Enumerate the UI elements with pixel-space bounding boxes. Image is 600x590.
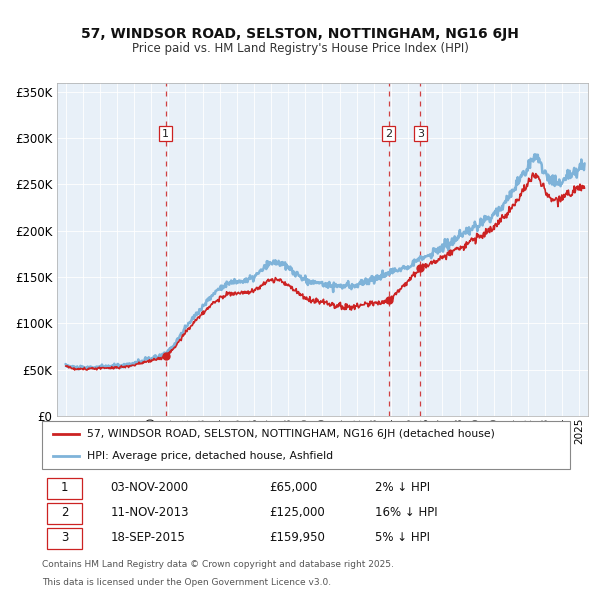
Text: 18-SEP-2015: 18-SEP-2015 xyxy=(110,531,185,544)
Text: 2: 2 xyxy=(385,129,392,139)
Text: £65,000: £65,000 xyxy=(269,481,317,494)
Text: 03-NOV-2000: 03-NOV-2000 xyxy=(110,481,189,494)
Text: Price paid vs. HM Land Registry's House Price Index (HPI): Price paid vs. HM Land Registry's House … xyxy=(131,42,469,55)
Text: HPI: Average price, detached house, Ashfield: HPI: Average price, detached house, Ashf… xyxy=(87,451,333,461)
FancyBboxPatch shape xyxy=(42,421,570,469)
Text: This data is licensed under the Open Government Licence v3.0.: This data is licensed under the Open Gov… xyxy=(42,578,331,586)
Text: £159,950: £159,950 xyxy=(269,531,325,544)
FancyBboxPatch shape xyxy=(47,478,82,499)
Text: 57, WINDSOR ROAD, SELSTON, NOTTINGHAM, NG16 6JH (detached house): 57, WINDSOR ROAD, SELSTON, NOTTINGHAM, N… xyxy=(87,429,495,439)
Text: 2: 2 xyxy=(61,506,68,519)
Text: 2% ↓ HPI: 2% ↓ HPI xyxy=(374,481,430,494)
Text: 5% ↓ HPI: 5% ↓ HPI xyxy=(374,531,430,544)
Text: 16% ↓ HPI: 16% ↓ HPI xyxy=(374,506,437,519)
Text: 1: 1 xyxy=(162,129,169,139)
Text: 3: 3 xyxy=(417,129,424,139)
FancyBboxPatch shape xyxy=(47,503,82,523)
Text: 57, WINDSOR ROAD, SELSTON, NOTTINGHAM, NG16 6JH: 57, WINDSOR ROAD, SELSTON, NOTTINGHAM, N… xyxy=(81,27,519,41)
Text: £125,000: £125,000 xyxy=(269,506,325,519)
Text: 3: 3 xyxy=(61,531,68,544)
Text: 11-NOV-2013: 11-NOV-2013 xyxy=(110,506,189,519)
Text: Contains HM Land Registry data © Crown copyright and database right 2025.: Contains HM Land Registry data © Crown c… xyxy=(42,560,394,569)
Text: 1: 1 xyxy=(61,481,68,494)
FancyBboxPatch shape xyxy=(47,528,82,549)
